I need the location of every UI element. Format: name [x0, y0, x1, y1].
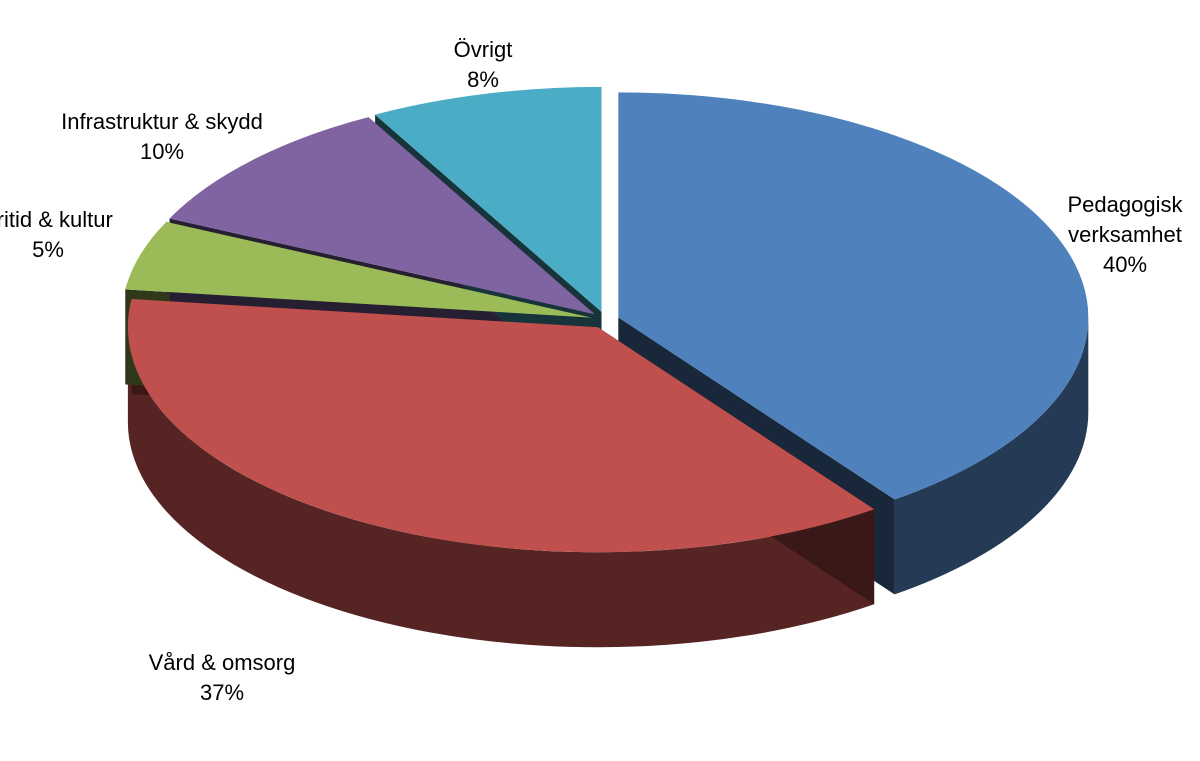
value-label: 5%: [32, 237, 64, 262]
category-label: Fritid & kultur: [0, 207, 113, 232]
value-label: 40%: [1102, 252, 1148, 277]
pie-slice: [375, 86, 602, 312]
pie-slice: [618, 92, 1089, 500]
slice-label: Fritid & kultur 5%: [0, 205, 148, 265]
slice-side: [894, 317, 1089, 595]
slice-label: Pedagogisk verksamhet 40%: [1045, 190, 1200, 280]
category-label: Pedagogisk verksamhet: [1067, 192, 1183, 247]
category-label: Vård & omsorg: [148, 650, 296, 675]
slice-label: Vård & omsorg 37%: [92, 648, 352, 708]
value-label: 37%: [199, 680, 245, 705]
pie-slice: [169, 117, 595, 315]
slice-tops: [125, 86, 1089, 553]
category-label: Övrigt: [453, 37, 513, 62]
pie-slice: [127, 299, 875, 553]
category-label: Infrastruktur & skydd: [61, 109, 263, 134]
pie-slice: [125, 221, 592, 318]
value-label: 8%: [467, 67, 499, 92]
slice-side: [127, 327, 875, 648]
slice-label: Övrigt 8%: [383, 35, 583, 95]
value-label: 10%: [139, 139, 185, 164]
slice-label: Infrastruktur & skydd 10%: [12, 107, 312, 167]
